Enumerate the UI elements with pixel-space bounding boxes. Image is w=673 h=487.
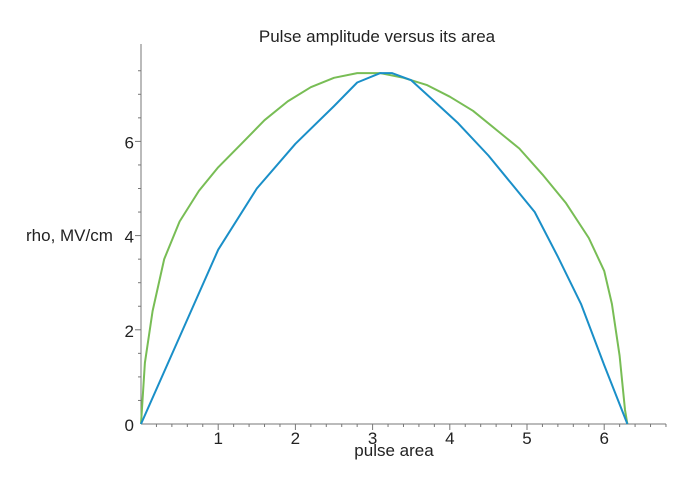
x-axis-label: pulse area <box>354 441 434 460</box>
x-tick-label: 2 <box>291 429 300 448</box>
y-tick-label: 2 <box>125 322 134 341</box>
chart-title: Pulse amplitude versus its area <box>259 27 496 46</box>
y-tick-label: 6 <box>125 133 134 152</box>
y-axis-label: rho, MV/cm <box>26 226 113 245</box>
x-tick-label: 6 <box>599 429 608 448</box>
x-tick-label: 1 <box>213 429 222 448</box>
series-group <box>140 72 629 425</box>
y-tick-label: 4 <box>125 228 134 247</box>
y-tick-label: 0 <box>125 416 134 435</box>
axes: 1 2 3 4 5 6 0 2 4 6 <box>125 44 667 448</box>
x-tick-label: 4 <box>445 429 454 448</box>
x-tick-label: 5 <box>522 429 531 448</box>
x-tick-label: 3 <box>368 429 377 448</box>
series-line-1 <box>140 72 629 425</box>
series-line-2 <box>140 72 629 425</box>
